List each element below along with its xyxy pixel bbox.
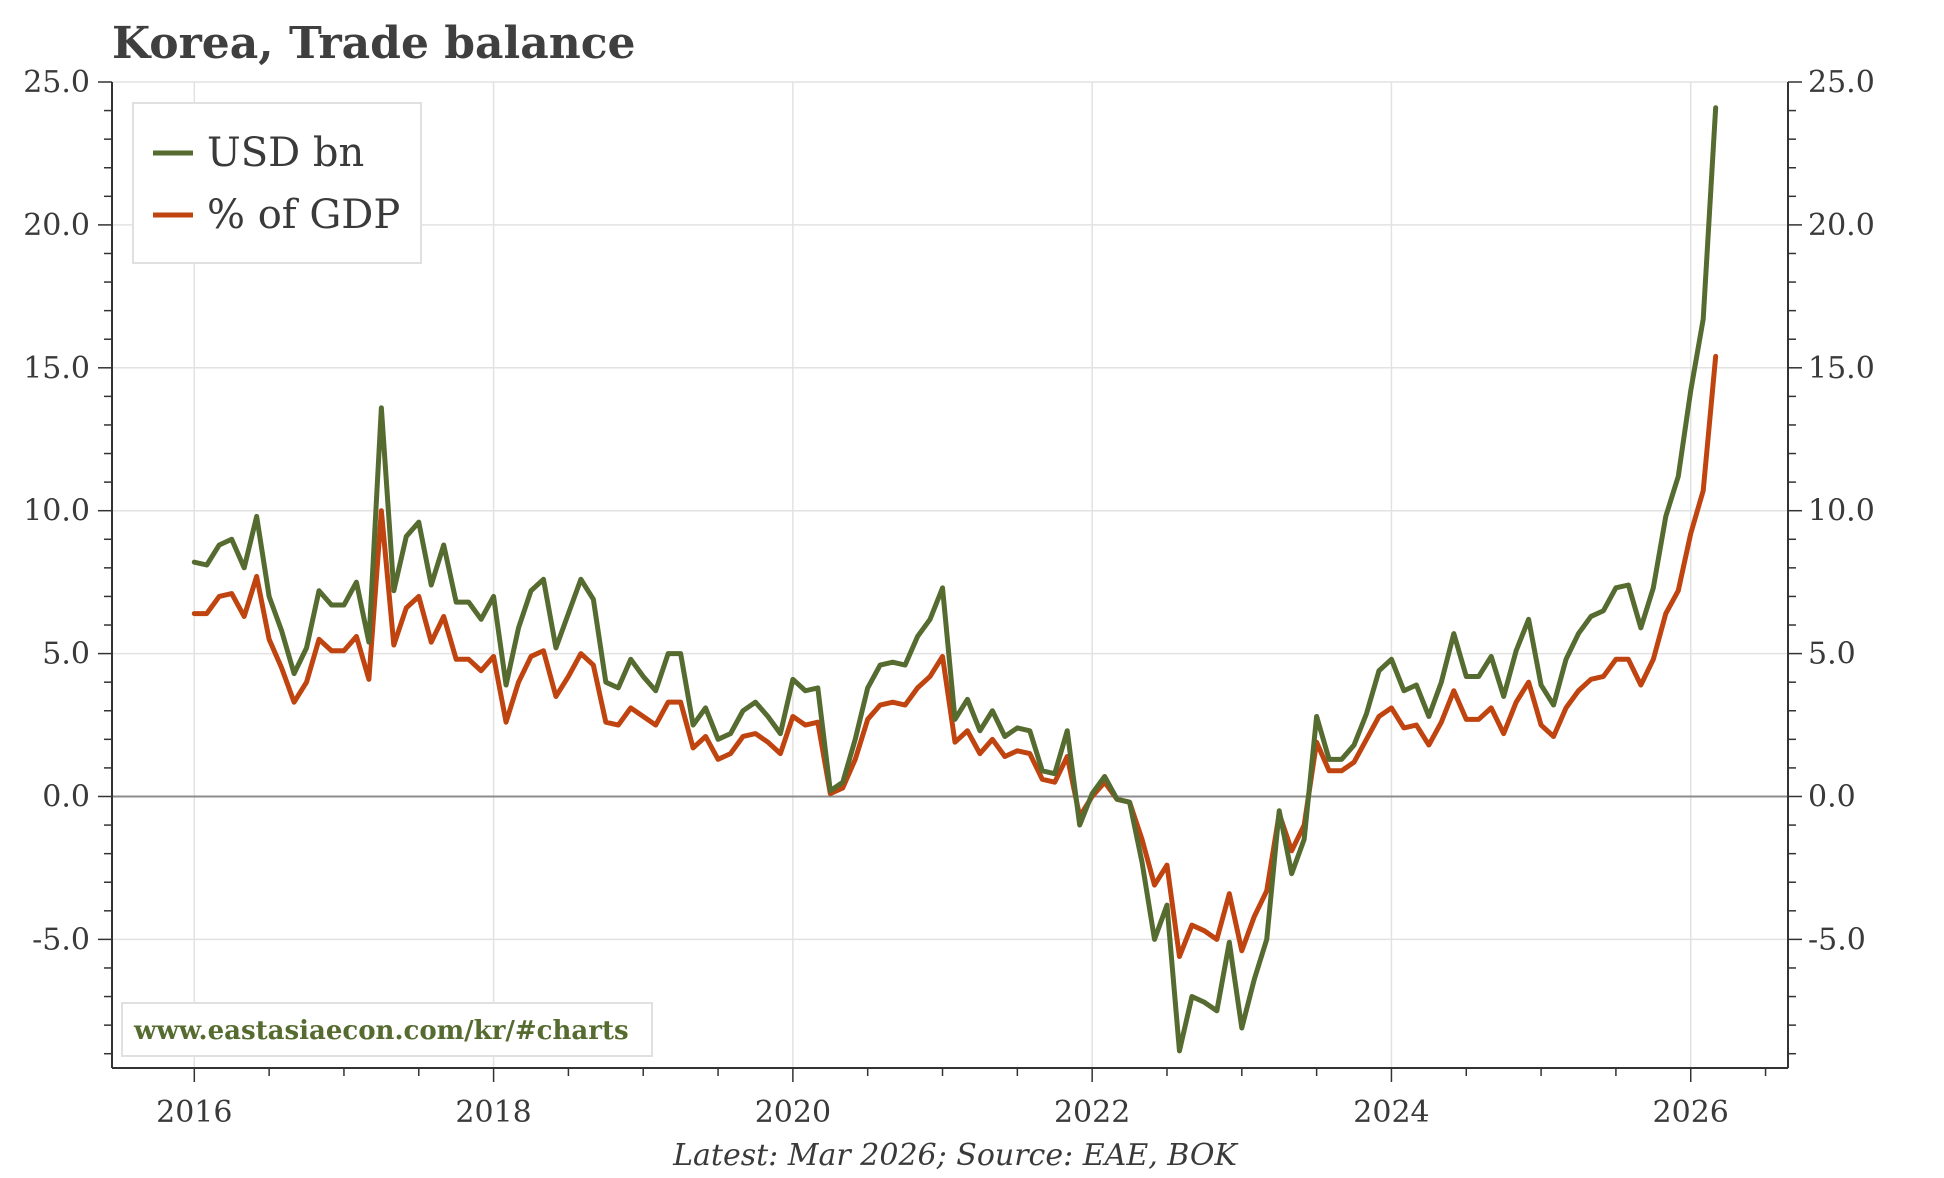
y-tick-label-left: 5.0 (42, 637, 90, 672)
chart-title: Korea, Trade balance (112, 18, 636, 69)
x-tick-label-2016: 2016 (156, 1095, 232, 1130)
x-tick-label-2022: 2022 (1054, 1095, 1130, 1130)
x-tick-label-2018: 2018 (455, 1095, 531, 1130)
watermark-url: www.eastasiaecon.com/kr/#charts (133, 1016, 629, 1046)
y-tick-label-left: 20.0 (23, 208, 90, 243)
y-tick-label-left: -5.0 (32, 922, 90, 957)
source-footnote: Latest: Mar 2026; Source: EAE, BOK (672, 1138, 1238, 1173)
y-tick-label-right: 0.0 (1808, 779, 1856, 814)
legend-label-gdp: % of GDP (207, 192, 400, 238)
x-tick-label-2020: 2020 (755, 1095, 831, 1130)
x-tick-label-2024: 2024 (1353, 1095, 1429, 1130)
legend: USD bn % of GDP (132, 102, 422, 264)
series-line-gdp (191, 353, 1719, 960)
y-tick-label-right: -5.0 (1808, 922, 1866, 957)
series-lines (191, 105, 1719, 1054)
y-tick-label-right: 15.0 (1808, 351, 1875, 386)
y-tick-label-left: 25.0 (23, 65, 90, 100)
y-tick-label-right: 5.0 (1808, 637, 1856, 672)
y-tick-label-left: 0.0 (42, 779, 90, 814)
y-tick-label-right: 25.0 (1808, 65, 1875, 100)
watermark: www.eastasiaecon.com/kr/#charts (121, 1002, 653, 1057)
legend-label-usd: USD bn (207, 130, 364, 176)
x-tick-label-2026: 2026 (1653, 1095, 1729, 1130)
axes: -5.0 -5.0 0.0 0.0 5.0 5.0 10.0 10.0 15.0 15.0 20.0… (23, 65, 1875, 1130)
watermark-box (121, 1002, 653, 1057)
legend-box (132, 102, 422, 264)
series-line-usd (191, 105, 1719, 1054)
y-tick-label-left: 10.0 (23, 494, 90, 529)
y-tick-label-right: 10.0 (1808, 494, 1875, 529)
y-tick-label-right: 20.0 (1808, 208, 1875, 243)
y-tick-label-left: 15.0 (23, 351, 90, 386)
